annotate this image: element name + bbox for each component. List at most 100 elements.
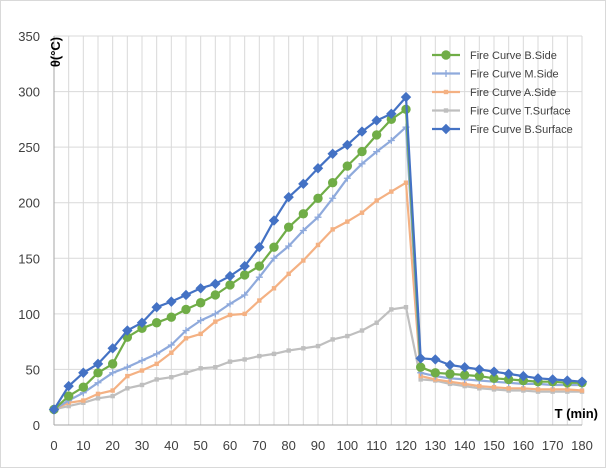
data-point [415, 353, 426, 364]
data-point [462, 381, 467, 387]
data-point [443, 89, 449, 95]
data-point [226, 300, 234, 308]
data-point [195, 283, 206, 294]
x-tick-label: 130 [424, 438, 446, 453]
data-point [93, 368, 103, 378]
data-point [167, 341, 175, 349]
data-point [535, 387, 541, 392]
data-point [477, 383, 482, 389]
data-point [386, 108, 397, 120]
data-point [521, 386, 526, 391]
data-point [255, 273, 263, 281]
y-tick-label: 300 [18, 85, 40, 100]
data-point [66, 403, 71, 409]
data-point [342, 139, 353, 151]
x-tick-label: 80 [281, 438, 295, 453]
data-point [298, 178, 309, 190]
data-point [503, 368, 514, 380]
data-point [286, 348, 291, 353]
data-point [418, 377, 423, 382]
x-tick-label: 170 [542, 438, 564, 453]
data-point [359, 328, 365, 333]
x-tick-label: 140 [454, 438, 476, 453]
data-point [125, 386, 130, 391]
data-point [239, 260, 250, 272]
data-point [491, 387, 497, 392]
x-tick-label: 150 [483, 438, 505, 453]
data-point [562, 375, 573, 386]
data-point [327, 148, 338, 160]
x-tick-labels: 0 10 20 30 40 50 60 70 80 90 100 110 120 130 140 150 160… [50, 438, 592, 453]
x-tick-label: 40 [164, 438, 178, 453]
data-point [151, 301, 162, 313]
data-point [430, 354, 441, 365]
data-point [125, 373, 130, 379]
data-point [356, 126, 368, 137]
data-point [95, 396, 101, 401]
data-point [444, 359, 456, 371]
data-point [213, 319, 218, 324]
data-point [107, 343, 118, 354]
y-tick-label: 0 [33, 418, 40, 433]
data-point [183, 336, 189, 341]
data-point [183, 370, 189, 375]
data-point [532, 373, 544, 384]
data-point [312, 163, 324, 174]
data-point [315, 242, 321, 248]
data-point [198, 366, 203, 371]
x-tick-label: 30 [135, 438, 149, 453]
data-point [182, 327, 190, 335]
data-point [197, 317, 205, 325]
data-point [271, 286, 277, 291]
legend-item: Fire Curve A.Side [432, 87, 556, 99]
series-layer [48, 91, 588, 415]
data-point [359, 210, 365, 215]
data-point [389, 189, 394, 194]
data-point [371, 130, 382, 140]
y-tick-label: 50 [26, 362, 40, 377]
legend-label: Fire Curve T.Surface [470, 106, 571, 118]
data-point [374, 320, 379, 325]
data-point [579, 388, 585, 393]
x-tick-label: 60 [223, 438, 237, 453]
data-point [286, 271, 291, 277]
legend-item: Fire Curve B.Side [432, 50, 557, 62]
data-point [136, 317, 148, 328]
data-point [403, 304, 409, 310]
data-point [477, 386, 482, 391]
data-point [139, 382, 145, 388]
data-point [109, 369, 117, 377]
data-point [298, 209, 309, 219]
data-point [313, 193, 323, 203]
legend-item: Fire Curve T.Surface [432, 106, 571, 118]
data-point [314, 213, 322, 221]
data-point [342, 161, 353, 171]
x-tick-label: 110 [366, 438, 387, 453]
data-point [78, 382, 89, 392]
data-point [153, 350, 161, 358]
data-point [488, 366, 500, 377]
data-point [521, 388, 526, 393]
data-point [138, 357, 146, 365]
data-point [550, 389, 555, 394]
x-tick-label: 50 [193, 438, 207, 453]
legend-item: Fire Curve B.Surface [432, 123, 573, 136]
y-tick-label: 250 [18, 140, 40, 155]
x-tick-label: 90 [311, 438, 325, 453]
data-point [95, 391, 101, 397]
data-point [518, 370, 529, 382]
data-point [371, 115, 382, 126]
data-point [329, 194, 337, 202]
data-point [210, 278, 221, 290]
y-tick-labels: 0 50 100 150 200 250 300 350 [18, 29, 40, 433]
legend-item: Fire Curve M.Side [432, 69, 559, 81]
data-point [491, 385, 497, 390]
data-point [301, 346, 306, 351]
data-point [358, 160, 366, 168]
data-point [535, 389, 541, 394]
legend: Fire Curve B.Side Fire Curve M.Side Fire C… [432, 50, 573, 136]
data-point [565, 387, 570, 392]
data-point [139, 368, 145, 373]
data-point [442, 70, 450, 77]
data-point [269, 242, 279, 252]
